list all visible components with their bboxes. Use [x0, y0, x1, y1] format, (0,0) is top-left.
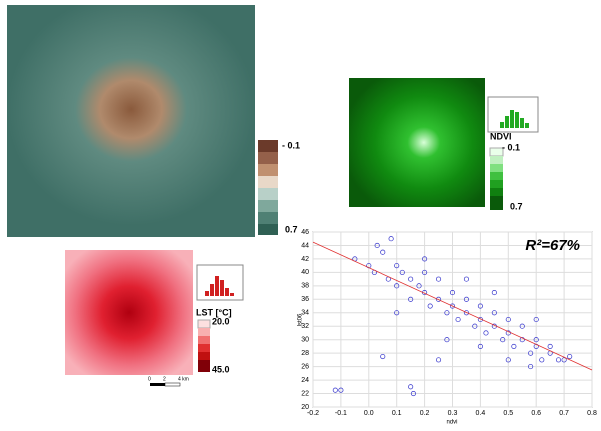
albedo-legend: - 0.1 0.7 [258, 140, 300, 235]
legend-bottom: 45.0 [212, 364, 230, 374]
lst-legend: LST [°C] 20.0 45.0 [196, 265, 243, 374]
annotation: R²=67% [525, 237, 580, 254]
x-axis-label: ndvi [446, 420, 457, 426]
x-tick-label: -0.2 [307, 410, 319, 417]
x-tick-label: 0.7 [559, 410, 569, 417]
y-tick-label: 32 [301, 323, 309, 330]
x-tick-label: 0.3 [448, 410, 458, 417]
legend-top: - 0.1 [282, 140, 300, 150]
lst-map [65, 250, 193, 375]
scale-label: 4 km [178, 376, 189, 382]
y-tick-label: 26 [301, 363, 309, 370]
y-tick-label: 40 [301, 269, 309, 276]
y-tick-label: 22 [301, 390, 309, 397]
x-tick-label: 0.4 [476, 410, 486, 417]
x-tick-label: 0.5 [503, 410, 513, 417]
x-tick-label: 0.2 [420, 410, 430, 417]
legend-top: 20.0 [212, 316, 230, 326]
y-tick-label: 34 [301, 310, 309, 317]
y-tick-label: 24 [301, 377, 309, 384]
legend-top: - 0.1 [502, 142, 520, 152]
slide: - 0.1 0.7 NDVI - 0.1 0.7 LST [°C] 20.0 4… [0, 0, 601, 426]
legend-bottom: 0.7 [510, 201, 523, 211]
ndvi-legend: NDVI - 0.1 0.7 [488, 97, 538, 211]
x-tick-label: -0.1 [335, 410, 347, 417]
satellite-map [7, 5, 255, 237]
x-tick-label: 0.1 [392, 410, 402, 417]
legend-title: NDVI [490, 131, 512, 141]
y-tick-label: 46 [301, 229, 309, 236]
x-tick-label: 0.6 [531, 410, 541, 417]
scale-label: 2 [163, 376, 166, 382]
y-tick-label: 38 [301, 283, 309, 290]
scale-bar: 0 2 4 km [148, 376, 189, 386]
y-tick-label: 30 [301, 337, 309, 344]
legend-bottom: 0.7 [285, 224, 298, 234]
y-tick-label: 36 [301, 296, 309, 303]
y-tick-label: 42 [301, 256, 309, 263]
ndvi-map [349, 78, 485, 207]
y-tick-label: 28 [301, 350, 309, 357]
scale-label: 0 [148, 376, 151, 382]
x-tick-label: 0.0 [364, 410, 374, 417]
y-tick-label: 44 [301, 242, 309, 249]
x-tick-label: 0.8 [587, 410, 597, 417]
